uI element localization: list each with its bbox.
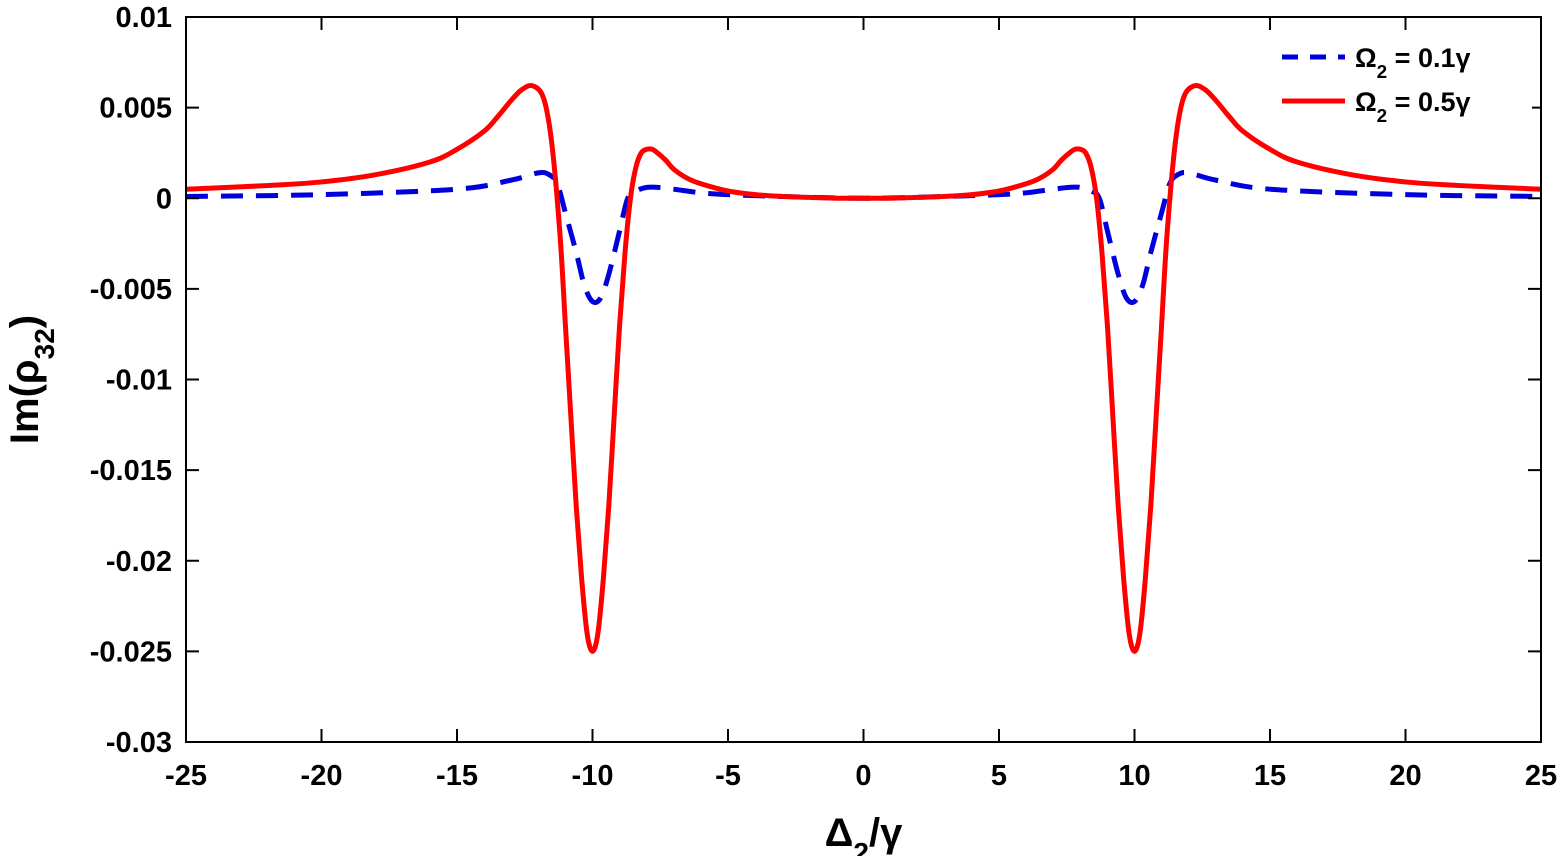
series-line-2 [185, 82, 1542, 654]
legend-box [1270, 38, 1532, 126]
x-tick-label: -10 [572, 760, 614, 792]
x-tick-label: 0 [855, 760, 871, 792]
y-tick-label: -0.03 [106, 727, 172, 759]
series-line-1 [185, 170, 1542, 306]
y-tick-label: 0.01 [116, 2, 172, 34]
y-tick-label: -0.015 [90, 455, 172, 487]
legend-label-2: Ω2 = 0.5γ [1355, 87, 1471, 127]
y-tick-label: -0.025 [90, 636, 172, 668]
x-tick-label: -5 [715, 760, 741, 792]
x-tick-label: 25 [1525, 760, 1557, 792]
x-tick-label: 10 [1118, 760, 1150, 792]
y-tick-label: -0.01 [106, 365, 172, 397]
y-tick-label: 0.005 [99, 93, 172, 125]
x-tick-label: -25 [165, 760, 207, 792]
y-tick-label: 0 [156, 183, 172, 215]
x-tick-label: -15 [436, 760, 478, 792]
x-axis-title: Δ2/γ [825, 811, 903, 856]
x-tick-label: -20 [301, 760, 343, 792]
x-tick-label: 15 [1254, 760, 1286, 792]
x-tick-label: 5 [991, 760, 1007, 792]
y-tick-label: -0.005 [90, 274, 172, 306]
x-tick-label: 20 [1389, 760, 1421, 792]
y-tick-label: -0.02 [106, 546, 172, 578]
y-axis-title: Im(ρ32) [3, 315, 60, 444]
axes-layer: -25 -20 -15 -10 -5 0 5 10 15 20 25 0.01 0.005 0 -0.005… [3, 2, 1557, 856]
series-layer [185, 82, 1542, 654]
legend-label-1: Ω2 = 0.1γ [1355, 43, 1471, 83]
